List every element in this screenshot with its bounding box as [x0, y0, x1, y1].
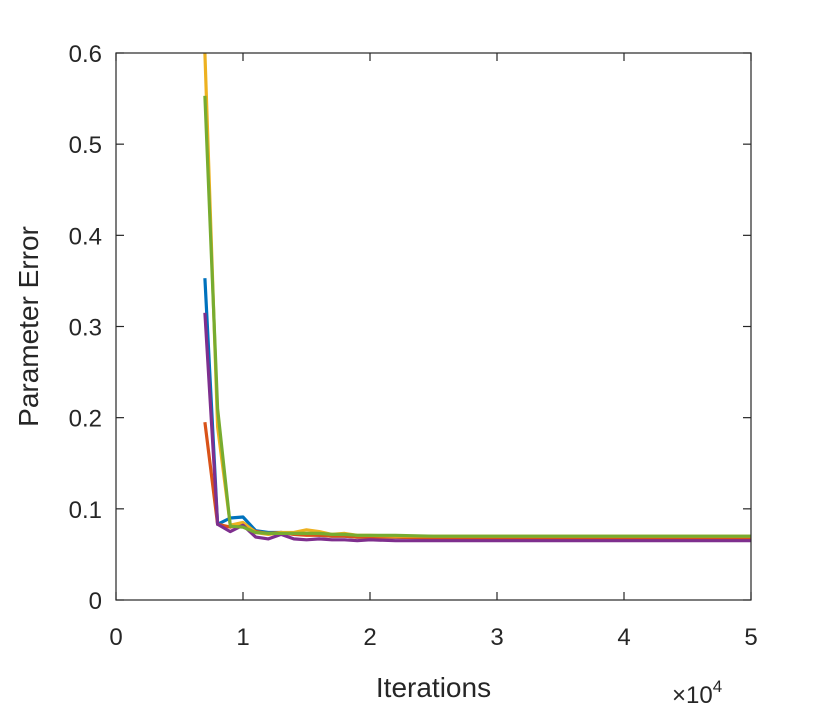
- x-axis-label: Iterations: [376, 672, 491, 703]
- plot-frame: [115, 52, 752, 601]
- series-line-2: [203, 422, 751, 540]
- y-tick-label: 0.6: [69, 41, 102, 68]
- y-tick-label: 0.4: [69, 223, 102, 250]
- exponent-times: ×: [672, 682, 686, 709]
- y-tick-label: 0.1: [69, 497, 102, 524]
- x-axis-exponent: ×104: [672, 677, 722, 709]
- ticks-layer: 0 1 2 3 4 5 0 0.1 0.2 0.3 0.4 0.5 0.6: [69, 41, 758, 651]
- series-layer: [203, 53, 751, 543]
- x-tick-label: 5: [744, 624, 757, 651]
- x-tick-label: 3: [490, 624, 503, 651]
- x-tick-label: 1: [236, 624, 249, 651]
- series-line-4: [203, 312, 751, 543]
- x-tick-label: 0: [109, 624, 122, 651]
- series-line-1: [203, 278, 751, 540]
- series-line-3: [203, 53, 751, 538]
- y-tick-label: 0.2: [69, 406, 102, 433]
- exponent-base: 10: [686, 682, 713, 709]
- y-tick-label: 0.5: [69, 132, 102, 159]
- series-line-5: [203, 95, 751, 538]
- exponent-power: 4: [713, 677, 722, 696]
- x-tick-label: 2: [363, 624, 376, 651]
- y-axis-label: Parameter Error: [13, 226, 44, 427]
- y-tick-label: 0: [89, 588, 102, 615]
- y-tick-label: 0.3: [69, 315, 102, 342]
- x-tick-label: 4: [617, 624, 630, 651]
